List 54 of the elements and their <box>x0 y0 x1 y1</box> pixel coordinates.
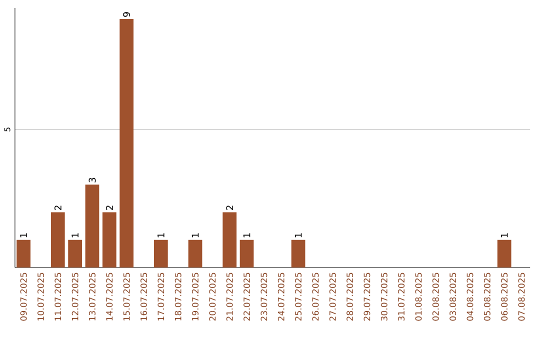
x-tick-label: 30.07.2025 <box>380 273 388 321</box>
bar <box>497 240 512 268</box>
x-tick-label: 21.07.2025 <box>226 273 233 321</box>
bar <box>85 184 100 268</box>
bar <box>240 240 254 268</box>
x-tick-label: 11.07.2025 <box>54 273 62 320</box>
data-label: 2 <box>54 206 62 210</box>
bar <box>222 212 237 268</box>
x-tick-label: 06.08.2025 <box>501 273 508 321</box>
data-label: 1 <box>500 233 508 238</box>
x-tick-label: 27.07.2025 <box>329 273 336 321</box>
x-tick-label: 14.07.2025 <box>106 273 113 320</box>
bar <box>102 212 116 268</box>
data-label: 2 <box>226 206 234 210</box>
data-label: 3 <box>88 178 96 182</box>
x-tick-label: 03.08.2025 <box>450 273 456 321</box>
x-tick-label: 29.07.2025 <box>364 273 370 321</box>
data-label: 1 <box>192 233 199 238</box>
x-tick-label: 05.08.2025 <box>484 273 490 321</box>
x-tick-label: 13.07.2025 <box>89 273 96 320</box>
x-tick-label: 25.07.2025 <box>295 273 302 321</box>
bar <box>291 240 306 268</box>
bar <box>188 240 202 268</box>
x-tick-label: 10.07.2025 <box>37 273 44 320</box>
x-tick-label: 09.07.2025 <box>20 273 27 321</box>
bar <box>120 19 134 268</box>
x-tick-label: 31.07.2025 <box>398 273 405 321</box>
bar <box>154 240 168 268</box>
x-tick-label: 24.07.2025 <box>278 273 284 321</box>
x-tick-label: 26.07.2025 <box>312 273 319 321</box>
data-label: 1 <box>243 233 250 238</box>
x-tick-label: 20.07.2025 <box>209 273 216 321</box>
bar <box>50 212 65 268</box>
x-tick-label: 16.07.2025 <box>140 273 147 320</box>
x-tick-label: 07.08.2025 <box>518 273 525 321</box>
x-tick-label: 15.07.2025 <box>123 273 130 320</box>
x-tick-label: 12.07.2025 <box>72 273 78 320</box>
bar <box>68 240 82 268</box>
x-tick-label: 04.08.2025 <box>466 273 474 321</box>
data-label: 9 <box>123 12 130 17</box>
x-tick-label: 28.07.2025 <box>346 273 354 321</box>
bar <box>16 240 30 268</box>
data-label: 2 <box>106 206 113 210</box>
x-tick-label: 17.07.2025 <box>158 273 164 320</box>
x-tick-label: 18.07.2025 <box>174 273 182 320</box>
data-label: 1 <box>20 233 27 238</box>
x-tick-label: 01.08.2025 <box>415 273 422 321</box>
x-tick-label: 02.08.2025 <box>432 273 439 321</box>
x-tick-label: 23.07.2025 <box>260 273 268 321</box>
data-label: 1 <box>158 233 164 238</box>
x-tick-label: 19.07.2025 <box>192 273 199 320</box>
data-label: 1 <box>72 233 78 238</box>
x-tick-label: 22.07.2025 <box>244 273 250 321</box>
data-label: 1 <box>294 233 302 238</box>
